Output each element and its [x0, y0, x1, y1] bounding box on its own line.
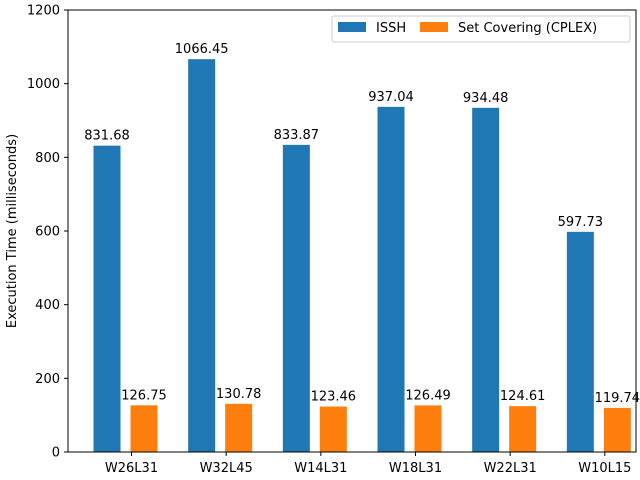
y-tick-label: 800 — [35, 151, 60, 166]
bar-set-covering-w22l31 — [509, 406, 537, 452]
legend: ISSH Set Covering (CPLEX) — [331, 15, 631, 43]
bar-set-covering-w32l45 — [225, 403, 253, 452]
legend-swatch-issh — [338, 22, 366, 32]
bar-issh-w26l31 — [93, 145, 121, 452]
legend-label-issh: ISSH — [376, 21, 406, 36]
bar-value-label: 124.61 — [500, 389, 546, 404]
bar-value-label: 1066.45 — [175, 42, 229, 57]
y-tick-label: 400 — [35, 298, 60, 313]
x-tick-label: W14L31 — [294, 461, 347, 476]
x-axis: W26L31 W32L45 W14L31 W18L31 W22L31 W10L15 — [105, 452, 631, 476]
bar-value-label: 130.78 — [216, 387, 262, 402]
bar-issh-w22l31 — [472, 107, 500, 452]
y-tick-label: 0 — [52, 446, 60, 461]
bar-set-covering-w18l31 — [414, 405, 442, 452]
bar-value-label: 831.68 — [84, 129, 130, 144]
legend-box — [331, 15, 631, 43]
bar-value-label: 833.87 — [274, 128, 320, 143]
bar-labels-group: 831.68 126.75 1066.45 130.78 833.87 123.46 937… — [84, 42, 640, 406]
x-tick-label: W10L15 — [578, 461, 631, 476]
bar-value-label: 597.73 — [558, 215, 604, 230]
y-tick-label: 1200 — [27, 4, 60, 19]
y-axis-label: Execution Time (milliseconds) — [5, 134, 20, 328]
x-tick-label: W26L31 — [105, 461, 158, 476]
bar-value-label: 126.75 — [121, 388, 167, 403]
x-tick-label: W22L31 — [484, 461, 537, 476]
bar-set-covering-w10l15 — [603, 407, 631, 452]
legend-label-set-covering: Set Covering (CPLEX) — [458, 21, 597, 36]
y-axis: 0 200 400 600 800 1000 1200 — [27, 4, 68, 461]
x-tick-label: W32L45 — [200, 461, 253, 476]
bar-issh-w10l15 — [566, 231, 594, 452]
bar-value-label: 937.04 — [368, 90, 414, 105]
bar-value-label: 934.48 — [463, 91, 509, 106]
y-tick-label: 600 — [35, 225, 60, 240]
bar-issh-w18l31 — [377, 106, 405, 452]
y-tick-label: 200 — [35, 372, 60, 387]
bar-issh-w32l45 — [188, 59, 216, 452]
bar-set-covering-w14l31 — [319, 406, 347, 452]
x-tick-label: W18L31 — [389, 461, 442, 476]
bar-value-label: 126.49 — [405, 388, 451, 403]
plot-frame — [67, 9, 637, 453]
bar-issh-w14l31 — [282, 144, 310, 452]
legend-swatch-set-covering — [420, 22, 448, 32]
bar-value-label: 119.74 — [595, 391, 640, 406]
bar-value-label: 123.46 — [311, 390, 357, 405]
bar-set-covering-w26l31 — [130, 405, 158, 452]
bars-group — [93, 59, 631, 452]
y-tick-label: 1000 — [27, 77, 60, 92]
